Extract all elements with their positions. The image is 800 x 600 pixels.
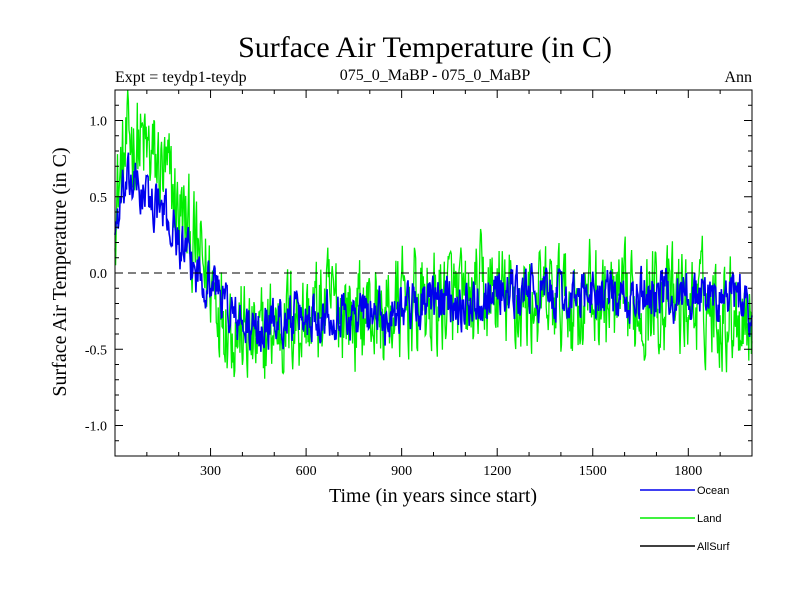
y-tick-label: 0.0 bbox=[90, 267, 108, 282]
y-tick-label: -1.0 bbox=[85, 420, 107, 435]
series-line-land bbox=[114, 89, 753, 379]
y-tick-label: 1.0 bbox=[90, 115, 108, 130]
chart-subtitle-left: Expt = teydp1-teydp bbox=[115, 69, 247, 86]
x-tick-label: 600 bbox=[296, 464, 317, 479]
series-layer bbox=[114, 89, 753, 379]
legend-label-ocean: Ocean bbox=[697, 485, 729, 497]
y-axis-ticks: 1.0 0.5 0.0 -0.5 -1.0 bbox=[85, 104, 752, 442]
chart-title: Surface Air Temperature (in C) bbox=[238, 31, 612, 64]
x-tick-label: 1800 bbox=[674, 464, 702, 479]
x-tick-label: 300 bbox=[200, 464, 221, 479]
legend: Ocean Land AllSurf bbox=[640, 485, 730, 553]
x-tick-label: 1500 bbox=[579, 464, 607, 479]
legend-label-allsurf: AllSurf bbox=[697, 541, 730, 553]
x-tick-label: 900 bbox=[391, 464, 412, 479]
x-axis-ticks: 300 600 900 1200 1500 1800 bbox=[146, 90, 721, 479]
x-tick-label: 1200 bbox=[483, 464, 511, 479]
y-tick-label: -0.5 bbox=[85, 343, 107, 358]
chart-subtitle-right: Ann bbox=[724, 69, 752, 86]
y-axis-label: Surface Air Temperature (in C) bbox=[49, 147, 71, 396]
y-tick-label: 0.5 bbox=[90, 191, 108, 206]
chart-subtitle-center: 075_0_MaBP - 075_0_MaBP bbox=[340, 67, 531, 84]
legend-label-land: Land bbox=[697, 513, 721, 525]
x-axis-label: Time (in years since start) bbox=[329, 485, 537, 507]
series-line-ocean bbox=[114, 152, 753, 352]
